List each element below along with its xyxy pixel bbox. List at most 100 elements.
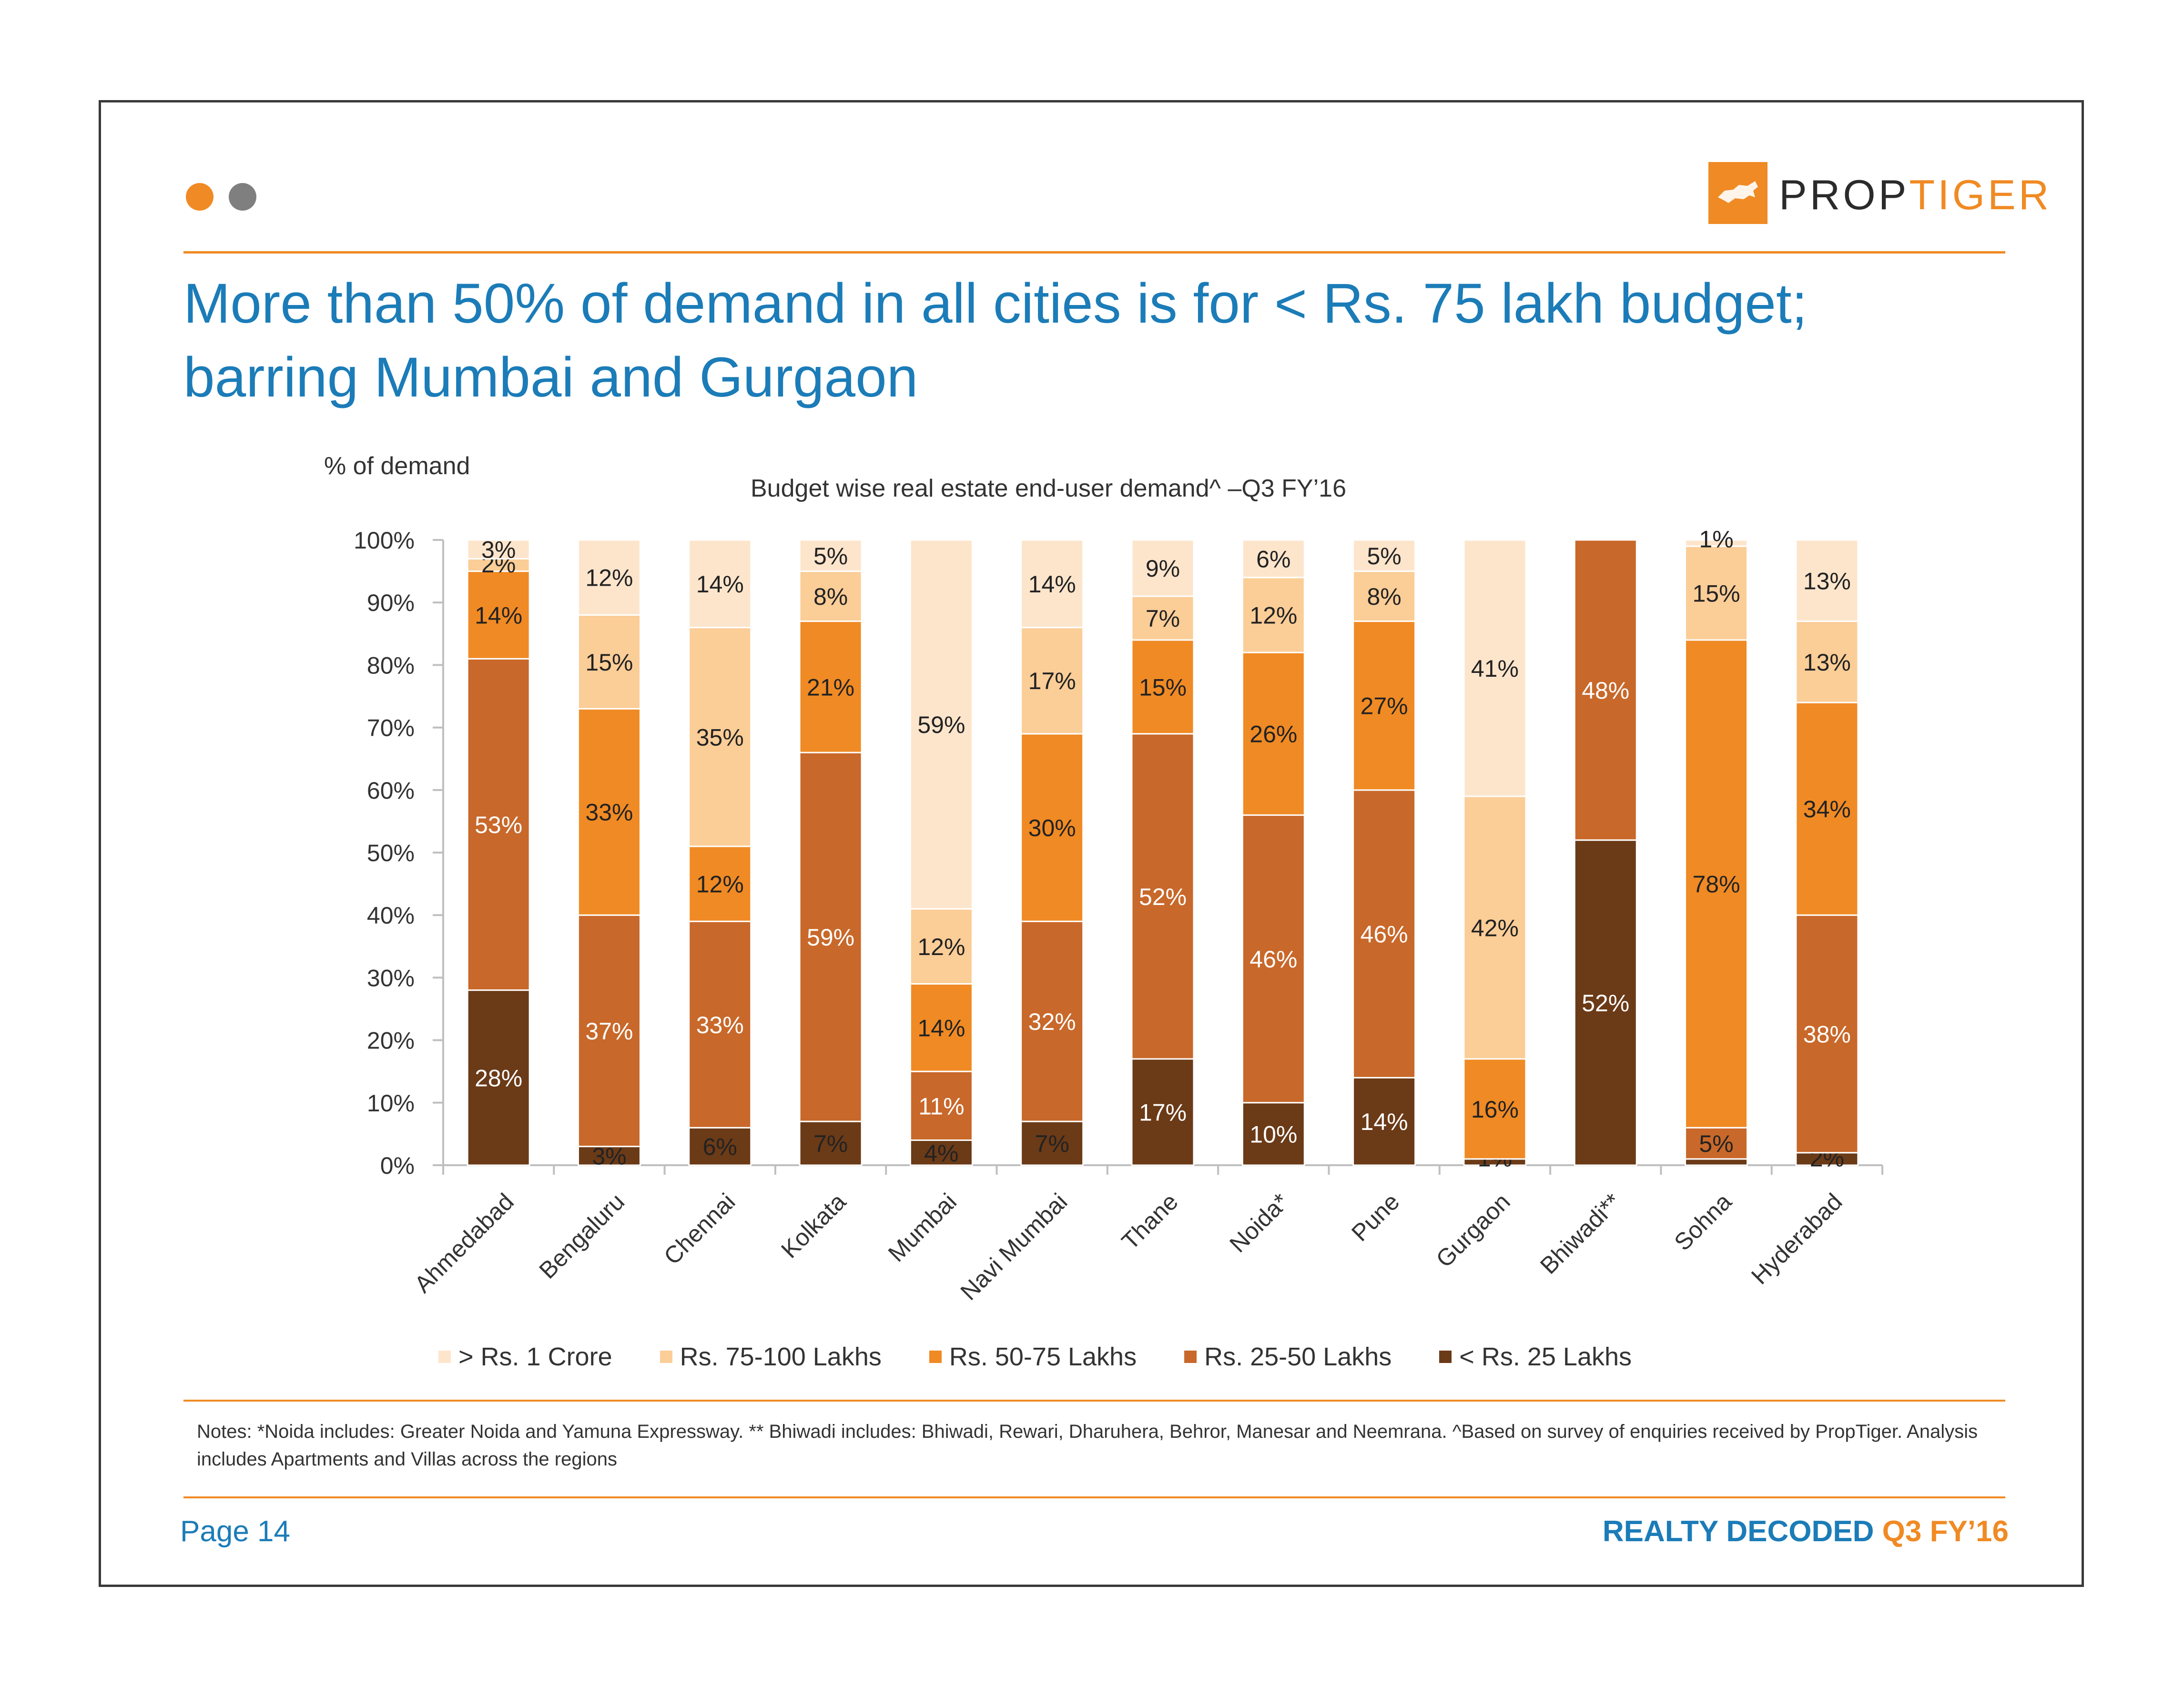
y-tick-label: 0% <box>380 1152 415 1179</box>
bar-segment <box>688 845 752 922</box>
bar-segment <box>467 539 530 559</box>
bar-segment <box>1241 1102 1305 1166</box>
data-label: 59% <box>807 924 854 951</box>
bar-segment <box>1574 539 1637 841</box>
bar-segment <box>1352 539 1416 572</box>
bar-segment <box>688 627 752 847</box>
data-label: 35% <box>696 724 744 751</box>
logo-text: PROPTIGER <box>1779 171 2052 219</box>
bar-segment <box>1685 1127 1748 1160</box>
legend-label: Rs. 25-50 Lakhs <box>1204 1342 1392 1371</box>
data-label: 8% <box>813 583 848 610</box>
data-label: 14% <box>696 571 744 598</box>
bar-segment <box>1020 627 1084 735</box>
bar-segment <box>1241 651 1305 816</box>
bar-segment <box>1352 570 1416 622</box>
report-period: Q3 FY’16 <box>1882 1515 2009 1548</box>
data-label: 27% <box>1361 693 1408 720</box>
x-category-label: Hyderabad <box>1746 1188 1848 1290</box>
data-label: 6% <box>1256 546 1290 572</box>
logo-text-accent: TIGER <box>1909 171 2052 218</box>
data-label: 8% <box>1367 583 1401 610</box>
data-label: 15% <box>1139 674 1187 701</box>
legend-swatch <box>660 1351 672 1363</box>
legend-label: < Rs. 25 Lakhs <box>1459 1342 1632 1371</box>
bar-segment <box>467 570 530 660</box>
data-label: 30% <box>1028 815 1076 842</box>
x-category-label: Bhiwadi** <box>1535 1188 1626 1279</box>
y-tick-label: 90% <box>367 590 415 616</box>
data-label: 9% <box>1146 555 1180 582</box>
title-line-1: More than 50% of demand in all cities is… <box>183 272 1808 335</box>
data-label: 1% <box>1699 526 1733 552</box>
proptiger-logo: PROPTIGER <box>1708 162 2049 224</box>
bar-segment <box>1795 620 1859 703</box>
data-label: 33% <box>585 799 633 826</box>
data-label: 46% <box>1361 921 1408 948</box>
bar-segment <box>1685 545 1748 641</box>
legend-swatch <box>1184 1351 1197 1363</box>
bar-segment <box>1463 539 1527 797</box>
bar-segment <box>1685 539 1748 547</box>
tiger-icon <box>1708 162 1768 224</box>
bar-segment <box>909 908 973 985</box>
y-tick-label: 10% <box>367 1090 415 1117</box>
data-label: 32% <box>1028 1008 1076 1035</box>
legend-item: > Rs. 1 Crore <box>438 1342 612 1372</box>
bar-segment <box>1795 702 1859 916</box>
y-tick-label: 50% <box>367 840 415 866</box>
x-category-label: Kolkata <box>776 1188 851 1263</box>
x-category-label: Thane <box>1117 1188 1183 1255</box>
data-label: 7% <box>1035 1130 1069 1157</box>
data-label: 15% <box>585 649 633 676</box>
bar-segment <box>467 658 530 991</box>
data-label: 12% <box>917 934 965 960</box>
bar-segment <box>799 539 863 572</box>
legend-swatch <box>1439 1351 1452 1363</box>
y-axis-title: % of demand <box>324 452 470 480</box>
stacked-bar-chart: 0% 10% 20% 30% 40% 50% 60% 70% 80% 90% 100% 28% 53% 1… <box>354 526 1883 1305</box>
data-label: 12% <box>696 871 744 898</box>
bar-segment <box>1131 595 1195 641</box>
bar-segment <box>799 752 863 1122</box>
bar-segment <box>1020 1120 1084 1166</box>
bar-segment <box>1131 539 1195 597</box>
legend-label: Rs. 50-75 Lakhs <box>949 1342 1137 1371</box>
bar-segment <box>909 983 973 1072</box>
bar-segment <box>1463 1058 1527 1160</box>
header-divider <box>183 251 2005 254</box>
data-label: 17% <box>1028 668 1076 694</box>
x-category-label: Sohna <box>1669 1188 1737 1256</box>
notes-divider-top <box>183 1400 2005 1402</box>
data-label: 59% <box>917 712 965 738</box>
data-label: 52% <box>1139 884 1187 910</box>
x-category-label: Chennai <box>659 1188 740 1270</box>
bar-segment <box>1352 789 1416 1078</box>
bar-segment <box>1795 1152 1859 1166</box>
bar-segment <box>577 539 641 616</box>
report-brand: REALTY DECODED Q3 FY’16 <box>1603 1515 2009 1548</box>
page-number: Page 14 <box>180 1515 290 1548</box>
bar-segment <box>577 708 641 916</box>
bar-segment <box>688 539 752 629</box>
data-label: 6% <box>703 1134 737 1160</box>
logo-text-main: PROP <box>1779 171 1910 218</box>
bar-segment <box>688 920 752 1129</box>
data-label: 42% <box>1471 915 1519 941</box>
bar-segment <box>577 1146 641 1166</box>
data-label: 13% <box>1803 649 1851 676</box>
data-label: 15% <box>1692 580 1740 607</box>
data-label: 12% <box>1249 602 1297 629</box>
bar-segment <box>909 539 973 910</box>
bar-segment <box>1463 795 1527 1060</box>
bar-segment <box>688 1127 752 1166</box>
data-label: 78% <box>1692 871 1740 898</box>
y-tick-label: 30% <box>367 965 415 991</box>
data-label: 11% <box>918 1093 964 1119</box>
data-label: 14% <box>1028 571 1076 598</box>
legend-label: Rs. 75-100 Lakhs <box>680 1342 882 1371</box>
data-label: 41% <box>1471 655 1519 682</box>
chart-legend: > Rs. 1 Crore Rs. 75-100 Lakhs Rs. 50-75 L… <box>438 1340 1679 1373</box>
data-label: 21% <box>807 674 854 701</box>
x-category-label: Navi Mumbai <box>955 1188 1073 1305</box>
